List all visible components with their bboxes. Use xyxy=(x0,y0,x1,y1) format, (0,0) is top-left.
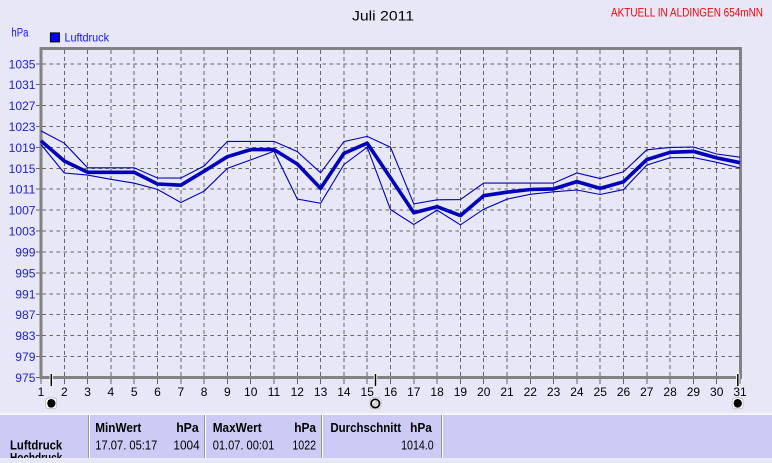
svg-text:15: 15 xyxy=(361,385,375,399)
svg-text:5: 5 xyxy=(131,385,138,399)
svg-text:1014.0: 1014.0 xyxy=(401,439,434,453)
svg-text:14: 14 xyxy=(337,385,351,399)
svg-text:1003: 1003 xyxy=(9,225,36,239)
svg-text:17.07. 05:17: 17.07. 05:17 xyxy=(95,439,157,453)
svg-text:987: 987 xyxy=(15,308,36,322)
svg-text:01.07. 00:01: 01.07. 00:01 xyxy=(213,439,275,453)
svg-text:1031: 1031 xyxy=(9,78,36,92)
svg-text:979: 979 xyxy=(15,350,36,364)
svg-text:30: 30 xyxy=(710,385,724,399)
svg-text:27: 27 xyxy=(640,385,654,399)
svg-text:19: 19 xyxy=(454,385,468,399)
svg-text:1022: 1022 xyxy=(292,439,316,453)
svg-text:995: 995 xyxy=(15,266,36,280)
svg-text:26: 26 xyxy=(617,385,631,399)
svg-text:16: 16 xyxy=(384,385,398,399)
svg-text:MinWert: MinWert xyxy=(95,421,142,435)
svg-text:9: 9 xyxy=(224,385,231,399)
svg-text:1004: 1004 xyxy=(173,439,199,453)
svg-text:21: 21 xyxy=(500,385,514,399)
svg-text:17: 17 xyxy=(407,385,421,399)
svg-text:1015: 1015 xyxy=(9,162,36,176)
svg-text:20: 20 xyxy=(477,385,491,399)
svg-text:31: 31 xyxy=(733,385,747,399)
svg-text:29: 29 xyxy=(687,385,701,399)
svg-text:18: 18 xyxy=(430,385,444,399)
svg-text:7: 7 xyxy=(177,385,184,399)
svg-text:991: 991 xyxy=(15,287,36,301)
svg-text:hPa: hPa xyxy=(176,421,200,435)
svg-text:AKTUELL IN ALDINGEN 654mNN: AKTUELL IN ALDINGEN 654mNN xyxy=(611,8,763,20)
svg-text:1023: 1023 xyxy=(9,120,36,134)
svg-text:999: 999 xyxy=(15,246,36,260)
svg-text:8: 8 xyxy=(201,385,208,399)
svg-text:2: 2 xyxy=(61,385,68,399)
svg-text:Hochdruck: Hochdruck xyxy=(10,451,62,458)
svg-text:hPa: hPa xyxy=(410,421,433,435)
svg-text:1027: 1027 xyxy=(9,99,36,113)
svg-text:Durchschnitt: Durchschnitt xyxy=(330,421,401,435)
svg-text:11: 11 xyxy=(268,385,281,399)
svg-text:1019: 1019 xyxy=(9,141,36,155)
svg-text:1035: 1035 xyxy=(9,57,36,71)
svg-text:Juli 2011: Juli 2011 xyxy=(352,8,414,24)
svg-text:3: 3 xyxy=(84,385,91,399)
svg-text:hPa: hPa xyxy=(11,28,28,40)
svg-text:28: 28 xyxy=(663,385,677,399)
svg-text:1011: 1011 xyxy=(9,183,36,197)
svg-text:24: 24 xyxy=(570,385,584,399)
svg-text:4: 4 xyxy=(108,385,115,399)
svg-text:1: 1 xyxy=(38,385,45,399)
svg-text:10: 10 xyxy=(244,385,258,399)
svg-text:Luftdruck: Luftdruck xyxy=(65,31,110,45)
svg-text:6: 6 xyxy=(154,385,161,399)
svg-text:13: 13 xyxy=(314,385,328,399)
svg-text:25: 25 xyxy=(594,385,608,399)
svg-text:1007: 1007 xyxy=(9,204,36,218)
svg-text:23: 23 xyxy=(547,385,561,399)
svg-text:Luftdruck: Luftdruck xyxy=(10,439,62,453)
svg-text:983: 983 xyxy=(15,329,36,343)
svg-text:22: 22 xyxy=(524,385,538,399)
svg-text:MaxWert: MaxWert xyxy=(213,421,263,435)
svg-text:hPa: hPa xyxy=(294,421,317,435)
svg-text:12: 12 xyxy=(291,385,305,399)
svg-text:975: 975 xyxy=(15,371,36,385)
